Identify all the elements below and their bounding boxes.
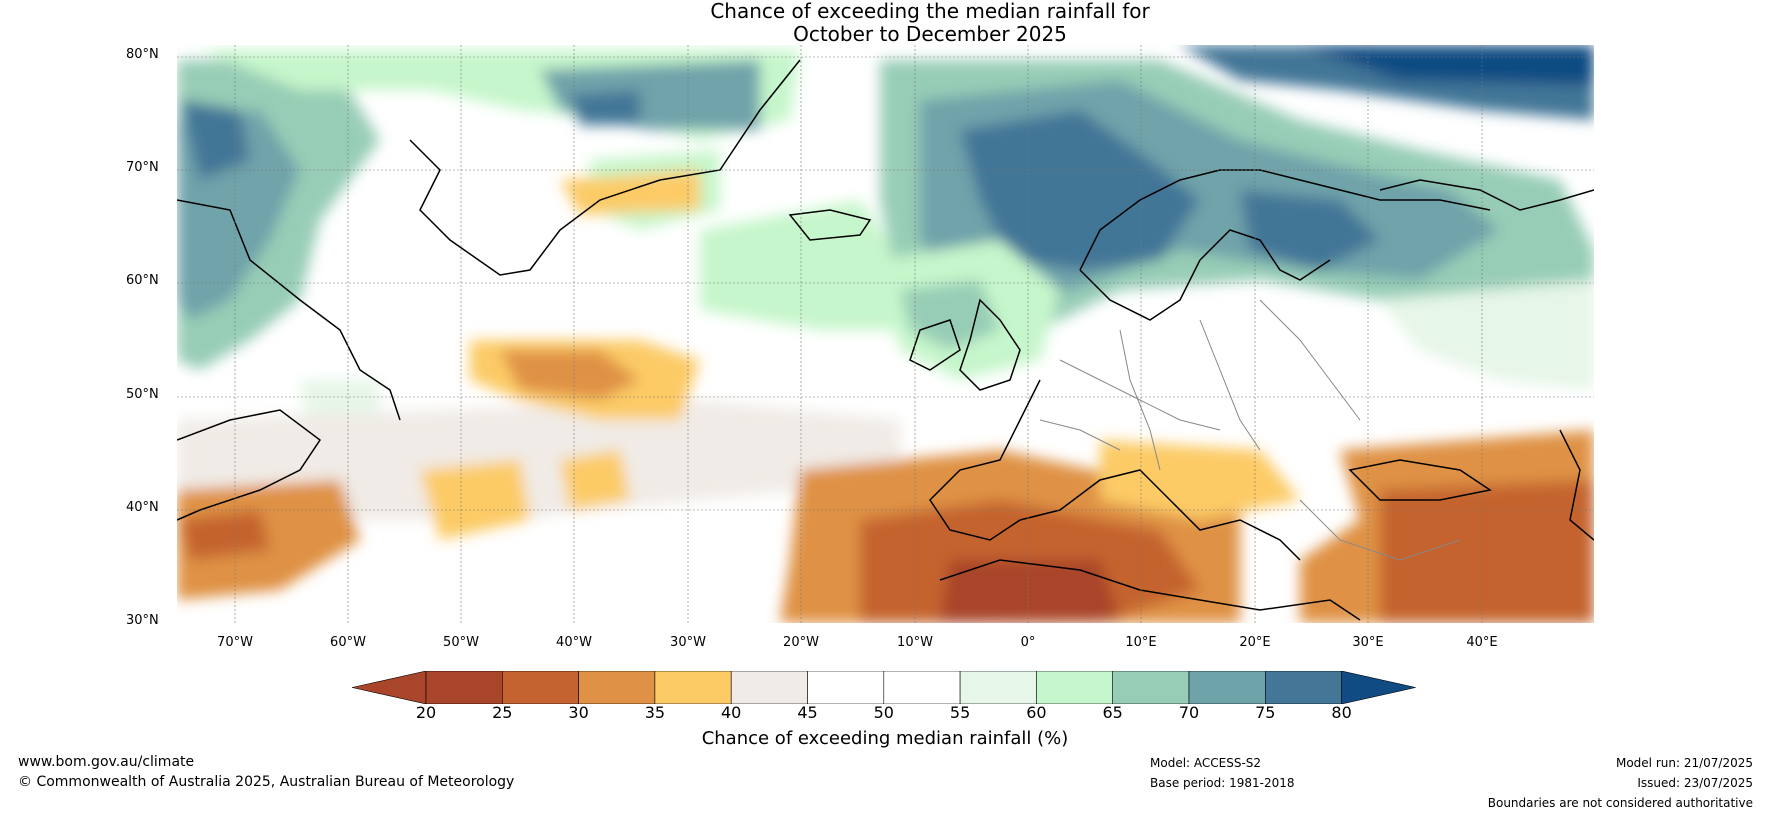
lon-label-70w: 70°W [217, 635, 253, 650]
colorbar-segment [1188, 671, 1266, 704]
ireland-coast [909, 319, 961, 371]
dry-region-azores [560, 450, 630, 510]
colorbar-tick-label: 50 [873, 703, 894, 722]
colorbar-tick-label: 70 [1178, 703, 1200, 722]
wet-region-russia [1380, 280, 1594, 390]
colorbar-label: Chance of exceeding median rainfall (%) [701, 728, 1069, 749]
africa-north-coast [939, 559, 1361, 621]
lat-label-60n: 60°N [126, 273, 159, 288]
black-sea-coast [1348, 459, 1492, 501]
colorbar-tick-label: 75 [1255, 703, 1276, 722]
graticule [177, 45, 1594, 623]
coastlines [177, 59, 1594, 621]
lon-label-20w: 20°W [783, 635, 819, 650]
colorbar-segment [502, 671, 579, 704]
greenland-coast [409, 59, 801, 276]
colorbar-tick-label: 35 [644, 703, 666, 722]
colorbar-segment [1112, 671, 1190, 704]
footer-base-period: Base period: 1981-2018 [1150, 776, 1295, 790]
colorbar-segment [883, 671, 961, 704]
baltic-coast [1199, 229, 1331, 281]
footer-model: Model: ACCESS-S2 [1150, 756, 1262, 770]
lon-label-30e: 30°E [1352, 635, 1384, 650]
colorbar-segment [425, 671, 503, 704]
colorbar-segment [1036, 671, 1114, 704]
europe-west-coast [929, 379, 1041, 541]
lat-label-40n: 40°N [126, 500, 159, 515]
britain-coast [959, 298, 1021, 391]
title-line-1: Chance of exceeding the median rainfall … [710, 0, 1150, 23]
dry-region-east-core [1380, 480, 1594, 623]
wet-region-atlantic-north [700, 200, 900, 330]
lon-label-10w: 10°W [897, 635, 933, 650]
colorbar-segment [654, 671, 732, 704]
lon-label-0: 0° [1020, 635, 1036, 650]
colorbar-tick-label: 20 [415, 703, 437, 722]
lon-label-40e: 40°E [1466, 635, 1498, 650]
colorbar-tick-label: 65 [1102, 703, 1123, 722]
dry-region-mid-atlantic-core [500, 350, 640, 400]
lon-label-40w: 40°W [556, 635, 592, 650]
scandinavia-south [1079, 259, 1201, 321]
lon-label-10e: 10°E [1125, 635, 1157, 650]
wet-region-svalbard-core [1300, 45, 1594, 85]
dry-region-west-atlantic-core [180, 510, 270, 560]
neutral-region-atlantic [177, 400, 900, 520]
colorbar-segment [959, 671, 1037, 704]
mediterranean-north [1019, 469, 1301, 561]
colorbar-tick-label: 25 [492, 703, 513, 722]
dry-region-sahara [940, 560, 1120, 623]
dry-region-mediterranean [1100, 440, 1300, 520]
dry-region-fra [420, 460, 530, 540]
colorbar-segment [730, 671, 808, 704]
lon-label-50w: 50°W [443, 635, 479, 650]
colorbar-tick-label: 30 [568, 703, 589, 722]
footer-disclaimer: Boundaries are not considered authoritat… [1487, 796, 1753, 810]
wet-region-british-isles-core [900, 280, 1000, 350]
national-borders [1039, 299, 1461, 561]
lat-label-50n: 50°N [126, 387, 159, 402]
colorbar-segment [1264, 671, 1342, 704]
iceland-coast [788, 209, 872, 241]
title-line-2: October to December 2025 [793, 22, 1067, 46]
wet-region-scandinavia-core [960, 110, 1200, 270]
russia-arctic-coast [1379, 179, 1594, 211]
colorbar-tick-label: 40 [721, 703, 742, 722]
lat-label-80n: 80°N [126, 47, 159, 62]
colorbar-tick-label: 60 [1026, 703, 1047, 722]
footer-model-run: Model run: 21/07/2025 [1615, 756, 1753, 770]
labrador-coast [177, 199, 401, 421]
colorbar [352, 671, 1416, 704]
probability-field [177, 45, 1594, 623]
rainfall-map [177, 45, 1594, 623]
map-title: Chance of exceeding the median rainfall … [0, 0, 1770, 46]
lat-label-70n: 70°N [126, 160, 159, 175]
lon-label-60w: 60°W [330, 635, 366, 650]
footer-url: www.bom.gov.au/climate [18, 754, 195, 770]
scandinavia-coast [1079, 169, 1491, 271]
wet-region-finland [1240, 190, 1380, 270]
lat-label-30n: 30°N [126, 613, 159, 628]
north-america-coast [177, 409, 322, 521]
colorbar-segment [578, 671, 656, 704]
colorbar-under-arrow [352, 671, 427, 704]
lon-label-20e: 20°E [1239, 635, 1271, 650]
footer-issued: Issued: 23/07/2025 [1637, 776, 1753, 790]
footer-copyright: © Commonwealth of Australia 2025, Austra… [18, 774, 515, 790]
lon-label-30w: 30°W [670, 635, 706, 650]
colorbar-tick-label: 80 [1331, 703, 1352, 722]
colorbar-over-arrow [1341, 671, 1416, 704]
caspian-coast [1559, 429, 1594, 541]
colorbar-tick-label: 45 [797, 703, 818, 722]
colorbar-tick-label: 55 [949, 703, 971, 722]
colorbar-segment [807, 671, 885, 704]
wet-region-baffin-core [570, 90, 640, 125]
wet-region-west [180, 100, 250, 180]
